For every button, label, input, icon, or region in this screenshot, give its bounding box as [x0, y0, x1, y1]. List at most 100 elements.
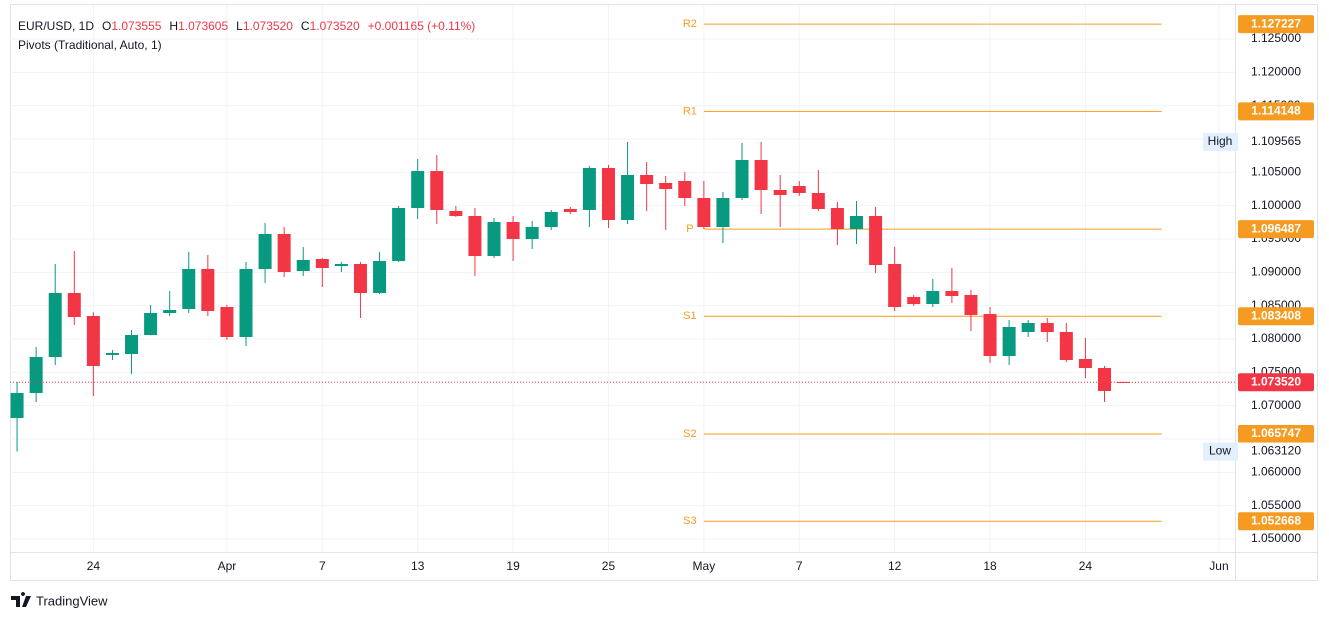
candle-body: [86, 316, 100, 366]
candle-body: [926, 291, 940, 304]
candle-body: [449, 211, 463, 216]
x-tick-label: 7: [796, 559, 803, 573]
high-marker-value-bg: [1238, 132, 1314, 151]
candle-body: [983, 314, 997, 356]
candle-body: [773, 190, 787, 195]
footer-text: TradingView: [36, 593, 108, 608]
high-marker-tag: [1203, 132, 1238, 151]
candle-body: [48, 293, 62, 357]
x-tick-label: 7: [319, 559, 326, 573]
candle-body: [1040, 323, 1054, 332]
pivot-label: P: [686, 223, 693, 235]
pivot-axis-value: 1.083408: [1251, 308, 1301, 322]
pivot-label: R2: [683, 18, 697, 30]
candle-body: [1021, 323, 1035, 332]
candle-body: [907, 297, 921, 304]
candle-body: [945, 291, 959, 296]
candle-body: [544, 212, 558, 227]
candle-body: [811, 193, 825, 209]
pivot-label: S3: [683, 515, 696, 527]
x-tick-label: May: [693, 559, 716, 573]
candle-body: [1078, 359, 1092, 368]
y-tick-label: 1.105000: [1251, 165, 1301, 179]
y-tick-label: 1.070000: [1251, 398, 1301, 412]
candle-body: [601, 168, 615, 220]
pivot-axis-value: 1.114148: [1251, 104, 1301, 118]
candle-body: [754, 160, 768, 190]
last-price-box: [1238, 373, 1314, 392]
candle-body: [640, 175, 654, 184]
candle-body: [563, 209, 577, 212]
chart-frame: [10, 4, 1318, 581]
candle-body: [239, 269, 253, 337]
y-tick-label: 1.050000: [1251, 531, 1301, 545]
ohlc-value: 1.073605: [178, 19, 228, 33]
candle-body: [201, 269, 215, 311]
pivot-label: S2: [683, 428, 696, 440]
candle-body: [1059, 332, 1073, 360]
x-tick-label: 19: [506, 559, 520, 573]
candle-body: [430, 171, 444, 210]
candle-body: [506, 222, 520, 239]
candle-body: [258, 234, 272, 269]
x-tick-label: Apr: [218, 559, 237, 573]
candle-body: [163, 310, 177, 313]
candle-body: [678, 181, 692, 198]
y-tick-label: 1.125000: [1251, 31, 1301, 45]
high-marker-value: 1.109565: [1251, 134, 1301, 148]
ohlc-value: 1.073520: [243, 19, 293, 33]
candle-body: [964, 295, 978, 315]
ohlc-value: 1.073520: [310, 19, 360, 33]
candle-body: [735, 160, 749, 198]
x-tick-label: 24: [87, 559, 101, 573]
header-legend: EUR/USD, 1D O1.073555 H1.073605 L1.073520 C1…: [18, 19, 475, 33]
pivot-axis-box: [1238, 425, 1314, 444]
candle-body: [830, 208, 844, 229]
low-marker-value: 1.063120: [1251, 444, 1301, 458]
candle-body: [621, 175, 635, 220]
pivot-label: R1: [683, 105, 697, 117]
candle-body: [468, 216, 482, 256]
candle-body: [29, 357, 43, 393]
low-marker-value-bg: [1238, 442, 1314, 461]
x-tick-label: 12: [888, 559, 902, 573]
candle-body: [277, 234, 291, 272]
candle-body: [849, 216, 863, 229]
candle-body: [125, 335, 139, 354]
ohlc-key: O: [102, 19, 111, 33]
logo-icon: [11, 592, 31, 607]
candle-body: [582, 168, 596, 210]
x-tick-label: 25: [602, 559, 616, 573]
candle-body: [315, 259, 329, 268]
candle-body: [888, 264, 902, 307]
candle-body: [716, 198, 730, 227]
candle-body: [144, 313, 158, 335]
candle-body: [1098, 368, 1112, 391]
candle-body: [182, 269, 196, 309]
candle-body: [792, 186, 806, 193]
candle-body: [220, 307, 234, 337]
candle-body: [373, 261, 387, 293]
candle-body: [334, 264, 348, 266]
x-tick-label: 18: [983, 559, 997, 573]
candle-body: [659, 183, 673, 189]
y-tick-label: 1.055000: [1251, 498, 1301, 512]
pivot-axis-box: [1238, 220, 1314, 239]
low-marker-tag: [1203, 442, 1238, 461]
y-tick-label: 1.060000: [1251, 465, 1301, 479]
change-value: +0.001165 (+0.11%): [368, 19, 476, 33]
indicator-label: Pivots (Traditional, Auto, 1): [18, 38, 162, 52]
candle-body: [525, 227, 539, 239]
candle-body: [296, 260, 310, 271]
pivot-axis-box: [1238, 15, 1314, 34]
candle-body: [869, 216, 883, 265]
candle-body: [10, 393, 24, 418]
x-tick-label: 13: [411, 559, 425, 573]
candle-body: [392, 208, 406, 261]
candle-body: [411, 171, 425, 208]
pivot-axis-value: 1.052668: [1251, 513, 1301, 527]
x-tick-label: Jun: [1209, 559, 1228, 573]
pivot-axis-box: [1238, 307, 1314, 326]
candle-body: [353, 264, 367, 293]
